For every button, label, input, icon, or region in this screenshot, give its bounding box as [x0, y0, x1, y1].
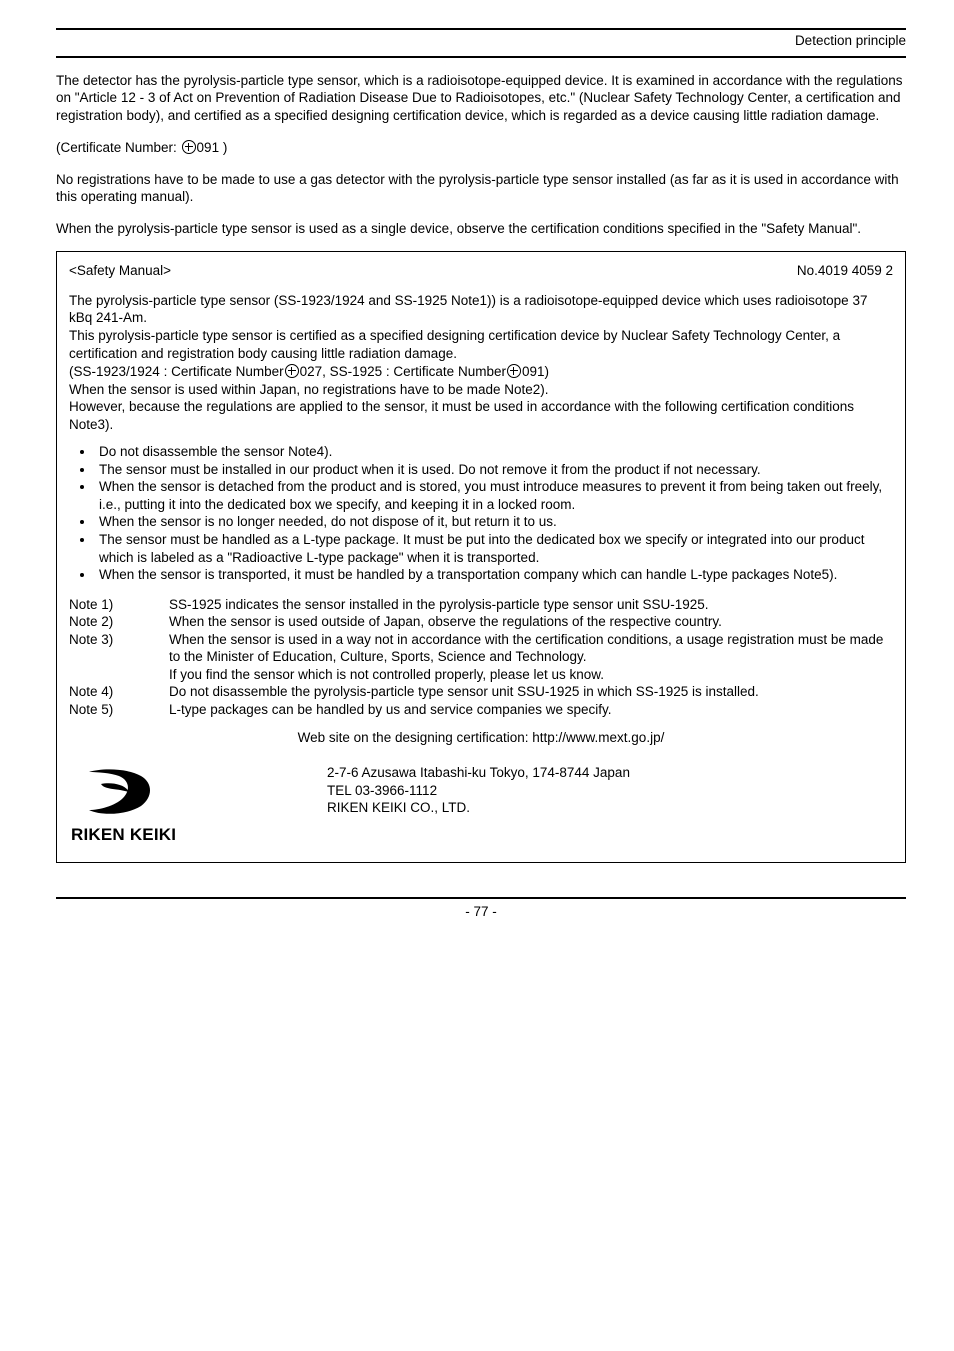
list-item: When the sensor is no longer needed, do … — [95, 513, 893, 531]
note-row: Note 1) SS-1925 indicates the sensor ins… — [69, 596, 893, 614]
manual-title: <Safety Manual> — [69, 262, 171, 280]
note-text: Do not disassemble the pyrolysis-particl… — [169, 683, 893, 701]
note-row: Note 2) When the sensor is used outside … — [69, 613, 893, 631]
manual-p3b: 027, SS-1925 : Certificate Number — [300, 364, 506, 379]
cert-number: 091 ) — [197, 140, 228, 155]
address-line3: RIKEN KEIKI CO., LTD. — [327, 799, 630, 817]
note-text: SS-1925 indicates the sensor installed i… — [169, 596, 893, 614]
cert-icon — [285, 364, 299, 378]
certificate-line: (Certificate Number: 091 ) — [56, 138, 906, 157]
manual-p4: When the sensor is used within Japan, no… — [69, 382, 549, 397]
address-line1: 2-7-6 Azusawa Itabashi-ku Tokyo, 174-874… — [327, 764, 630, 782]
note-text: When the sensor is used in a way not in … — [169, 631, 893, 666]
note-text: When the sensor is used outside of Japan… — [169, 613, 893, 631]
note-row: Note 3) When the sensor is used in a way… — [69, 631, 893, 666]
list-item: When the sensor is transported, it must … — [95, 566, 893, 584]
note-label: Note 1) — [69, 596, 169, 614]
note-label: Note 3) — [69, 631, 169, 666]
note-text: L-type packages can be handled by us and… — [169, 701, 893, 719]
note-label — [69, 666, 169, 684]
list-item: When the sensor is detached from the pro… — [95, 478, 893, 513]
single-device-paragraph: When the pyrolysis-particle type sensor … — [56, 220, 906, 238]
manual-p2: This pyrolysis-particle type sensor is c… — [69, 328, 840, 361]
manual-body: The pyrolysis-particle type sensor (SS-1… — [69, 292, 893, 433]
note-text: If you find the sensor which is not cont… — [169, 666, 893, 684]
manual-number: No.4019 4059 2 — [797, 262, 893, 280]
manual-p3a: (SS-1923/1924 : Certificate Number — [69, 364, 284, 379]
address-block: 2-7-6 Azusawa Itabashi-ku Tokyo, 174-874… — [327, 764, 630, 817]
list-item: Do not disassemble the sensor Note4). — [95, 443, 893, 461]
notes-block: Note 1) SS-1925 indicates the sensor ins… — [69, 596, 893, 719]
page-number: - 77 - — [56, 897, 906, 921]
note-row: If you find the sensor which is not cont… — [69, 666, 893, 684]
intro-paragraph: The detector has the pyrolysis-particle … — [56, 72, 906, 125]
manual-p3c: 091) — [522, 364, 549, 379]
note-row: Note 5) L-type packages can be handled b… — [69, 701, 893, 719]
logo-block: RIKEN KEIKI — [71, 762, 217, 846]
note-label: Note 2) — [69, 613, 169, 631]
cert-prefix: (Certificate Number: — [56, 140, 181, 155]
note-label: Note 4) — [69, 683, 169, 701]
list-item: The sensor must be installed in our prod… — [95, 461, 893, 479]
bullet-list: Do not disassemble the sensor Note4). Th… — [69, 443, 893, 583]
manual-p5: However, because the regulations are app… — [69, 399, 854, 432]
riken-logo-icon — [71, 762, 171, 822]
list-item: The sensor must be handled as a L-type p… — [95, 531, 893, 566]
header-rule — [56, 56, 906, 58]
header-title: Detection principle — [56, 32, 906, 50]
footer-block: RIKEN KEIKI 2-7-6 Azusawa Itabashi-ku To… — [69, 762, 893, 846]
cert-icon — [182, 140, 196, 154]
web-line: Web site on the designing certification:… — [69, 729, 893, 747]
top-rule — [56, 28, 906, 30]
address-line2: TEL 03-3966-1112 — [327, 782, 630, 800]
cert-icon — [507, 364, 521, 378]
note-label: Note 5) — [69, 701, 169, 719]
manual-header: <Safety Manual> No.4019 4059 2 — [69, 262, 893, 280]
logo-text: RIKEN KEIKI — [71, 824, 217, 846]
safety-manual-box: <Safety Manual> No.4019 4059 2 The pyrol… — [56, 251, 906, 863]
note-row: Note 4) Do not disassemble the pyrolysis… — [69, 683, 893, 701]
no-registration-paragraph: No registrations have to be made to use … — [56, 171, 906, 206]
manual-p1: The pyrolysis-particle type sensor (SS-1… — [69, 293, 867, 326]
